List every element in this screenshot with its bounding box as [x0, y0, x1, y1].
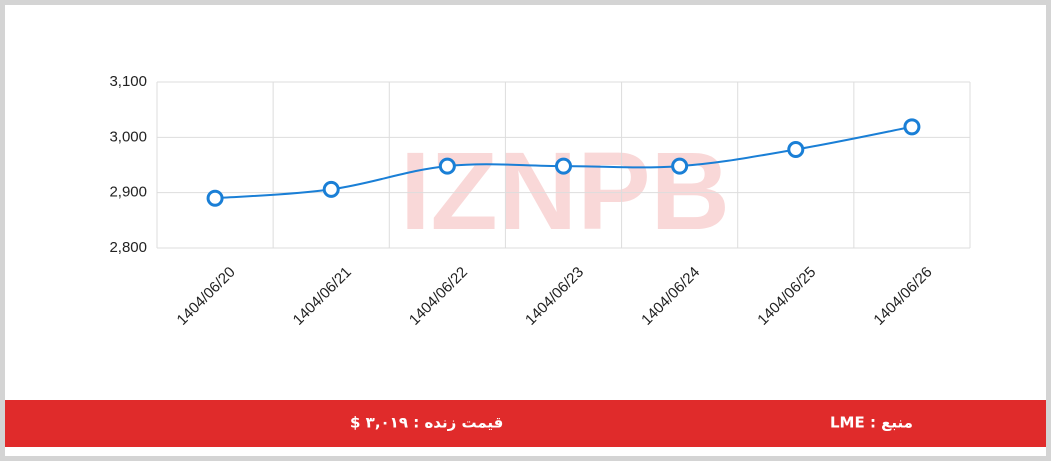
point: [322, 180, 340, 198]
y-tick-label: 2,900: [109, 184, 147, 201]
footer-bar: [5, 400, 1046, 447]
point: [206, 189, 224, 207]
panel: [5, 5, 1046, 456]
y-tick-label: 2,800: [109, 239, 147, 256]
watermark: IZNPB: [400, 130, 730, 253]
y-tick-label: 3,100: [109, 73, 147, 90]
point: [438, 157, 456, 175]
point: [787, 141, 805, 159]
source: منبع : LME: [830, 414, 913, 432]
point: [671, 157, 689, 175]
y-tick-label: 3,000: [109, 128, 147, 145]
point: [903, 118, 921, 136]
live-price: قیمت زنده : ۳,۰۱۹ $: [350, 414, 503, 432]
point: [555, 157, 572, 175]
